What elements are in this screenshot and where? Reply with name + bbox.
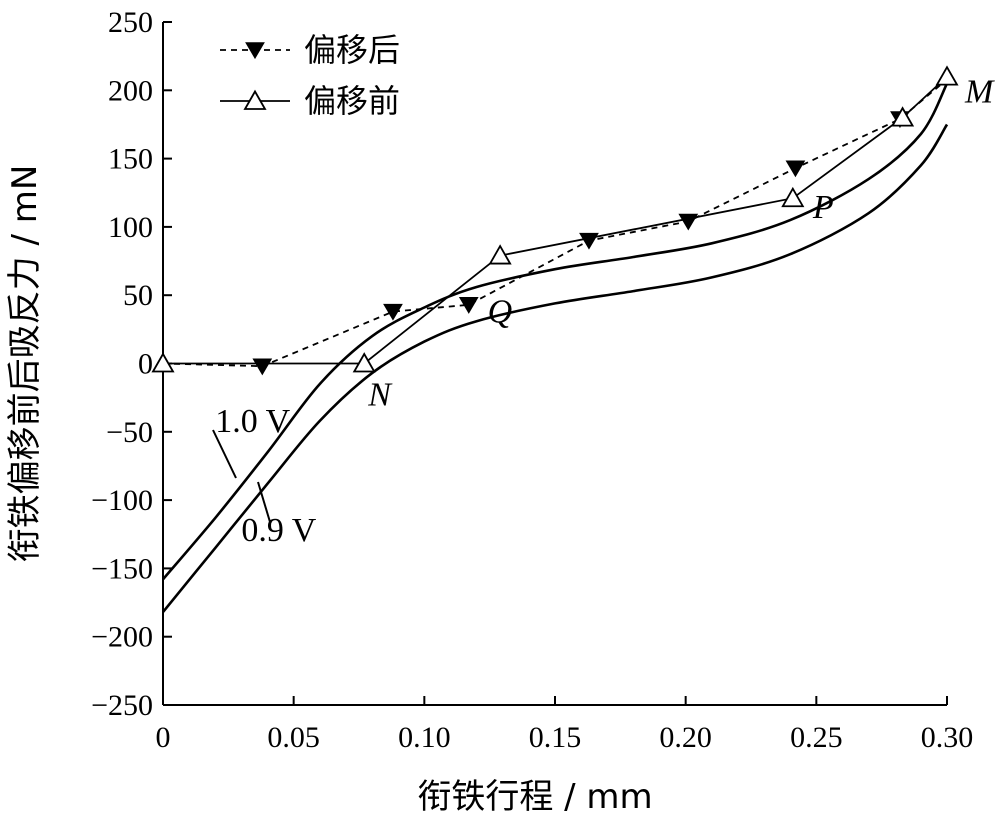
y-tick-label: 250	[108, 6, 153, 39]
y-tick-label: −250	[91, 689, 153, 722]
annotations: M P Q N 1.0 V 0.9 V	[212, 74, 995, 549]
data-point	[891, 106, 915, 127]
x-tick-label: 0.30	[921, 721, 974, 754]
x-tick-label: 0	[156, 721, 171, 754]
y-tick-label: −100	[91, 484, 153, 517]
series-after-offset	[162, 78, 948, 376]
legend-label-after: 偏移后	[304, 31, 400, 69]
annotation-P: P	[812, 189, 834, 226]
data-point	[245, 42, 265, 60]
leader-09v	[257, 481, 271, 523]
data-point	[935, 65, 959, 86]
y-tick-label: 100	[108, 211, 153, 244]
y-tick-label: 0	[138, 348, 153, 381]
y-tick-label: −200	[91, 621, 153, 654]
annotation-M: M	[964, 74, 995, 111]
marker-series	[151, 65, 959, 376]
x-tick-label: 0.05	[267, 721, 320, 754]
x-axis-label: 衔铁行程 / mm	[417, 777, 652, 817]
curve-09V	[161, 123, 949, 613]
curve-10V	[162, 82, 949, 581]
data-point	[243, 89, 267, 110]
annotation-N: N	[367, 377, 393, 414]
annotation-10V: 1.0 V	[215, 403, 290, 440]
y-tick-label: 50	[123, 279, 153, 312]
data-point	[785, 160, 806, 178]
x-tick-label: 0.20	[659, 721, 712, 754]
data-point	[781, 186, 805, 208]
data-point	[678, 213, 699, 231]
data-point	[383, 303, 403, 321]
y-tick-label: 200	[108, 74, 153, 107]
x-tick-label: 0.15	[529, 721, 582, 754]
y-axis-label: 衔铁偏移前后吸反力 / mN	[5, 165, 45, 563]
series-line	[163, 75, 948, 365]
data-point	[579, 232, 599, 250]
x-tick-label: 0.10	[398, 721, 451, 754]
leader-1v	[212, 429, 237, 479]
x-tick-label: 0.25	[790, 721, 843, 754]
annotation-09V: 0.9 V	[241, 512, 316, 549]
data-point	[458, 297, 479, 314]
data-point	[352, 352, 376, 373]
data-point	[151, 352, 175, 373]
data-point	[488, 244, 512, 265]
y-tick-label: −50	[106, 416, 153, 449]
annotation-Q: Q	[488, 294, 513, 331]
voltage-curves	[161, 82, 949, 613]
legend-label-before: 偏移前	[304, 82, 400, 120]
axes: −250 −200 −150 −100 −50 0 50 100 150 200 250 0 0.05 0…	[91, 6, 973, 754]
series-before-offset	[151, 65, 959, 373]
y-tick-label: −150	[91, 552, 153, 585]
y-tick-label: 150	[108, 143, 153, 176]
